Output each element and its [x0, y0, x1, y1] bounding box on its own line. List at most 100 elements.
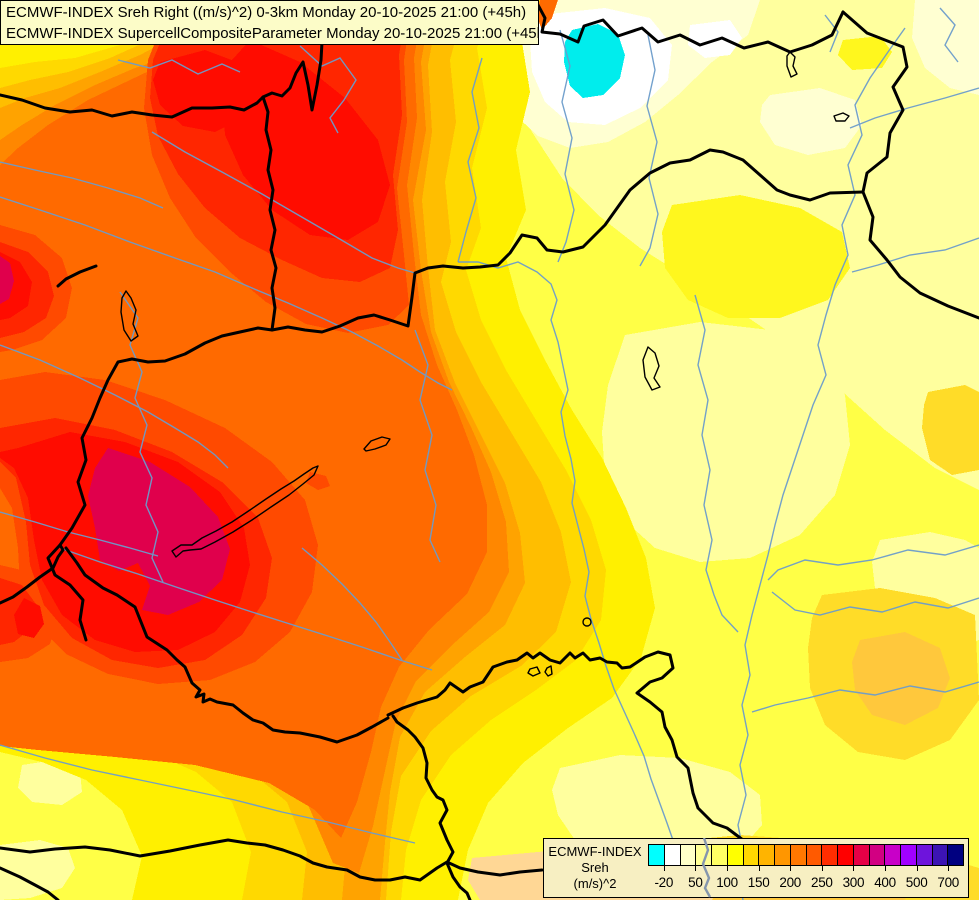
legend-tick-mark [853, 865, 855, 871]
legend-tick-label: 200 [779, 875, 801, 890]
legend-tick-label: -20 [654, 875, 674, 890]
contour-patch [0, 840, 75, 900]
river [299, 45, 357, 134]
river [0, 511, 159, 557]
river [117, 59, 241, 75]
legend-tick-mark [790, 865, 792, 871]
small-lake-outline [527, 666, 541, 677]
legend-color-cell [932, 845, 949, 865]
legend-tick-mark [695, 865, 697, 871]
legend-color-cell [759, 845, 775, 865]
border-line [270, 148, 865, 334]
contour-band [14, 598, 44, 638]
legend-color-cell [822, 845, 838, 865]
legend-color-cell [727, 845, 744, 865]
river [0, 161, 164, 209]
river [59, 547, 433, 671]
contour-band [222, 40, 390, 240]
river [767, 544, 979, 581]
border-line [841, 10, 979, 320]
legend-units-label: (m/s)^2 [573, 876, 617, 891]
river [851, 237, 979, 273]
contour-patch [852, 632, 950, 725]
legend-color-cell [869, 845, 886, 865]
border-line [0, 866, 60, 900]
river [849, 87, 979, 129]
legend-color-cell [885, 845, 901, 865]
country-borders [0, 3, 979, 900]
danube-river-overlay [701, 838, 712, 898]
small-lake-outline [582, 617, 592, 627]
legend-tick-label: 100 [716, 875, 738, 890]
legend-color-cell [790, 845, 807, 865]
legend-color-cell [948, 845, 963, 865]
legend-tick-label: 50 [688, 875, 703, 890]
legend-tick-mark [821, 865, 823, 871]
river [939, 7, 959, 63]
legend-tick-label: 700 [937, 875, 959, 890]
legend-tick-mark [948, 865, 950, 871]
contour-patch [536, 0, 558, 30]
map-title-line1: ECMWF-INDEX Sreh Right ((m/s)^2) 0-3km M… [6, 4, 527, 21]
small-lake-outline [786, 51, 798, 78]
contour-band [0, 256, 14, 304]
river [0, 744, 416, 844]
contour-patch [602, 322, 850, 562]
contour-patch [912, 0, 979, 95]
river [824, 14, 839, 53]
border-line [536, 3, 845, 54]
legend-tick-label: 400 [874, 875, 896, 890]
legend-colorbar [648, 844, 964, 866]
border-line [64, 546, 390, 744]
legend-tick-mark [885, 865, 886, 871]
river [694, 294, 739, 633]
border-line [391, 714, 472, 900]
small-lake-outline [544, 665, 553, 677]
river [751, 681, 979, 713]
river [151, 131, 416, 274]
legend-tick-mark [663, 865, 665, 871]
river [557, 29, 575, 263]
crimson-maximum-blob [88, 448, 230, 615]
border-line [386, 650, 752, 849]
map-title-box: ECMWF-INDEX Sreh Right ((m/s)^2) 0-3km M… [0, 0, 539, 45]
rivers [0, 7, 979, 900]
legend-color-cell [649, 845, 665, 865]
contour-patch [552, 755, 762, 865]
border-line [0, 543, 65, 605]
small-lake-outline [833, 112, 850, 122]
border-line [0, 40, 324, 119]
legend-color-cell [853, 845, 870, 865]
legend-color-cell [712, 845, 728, 865]
contour-patch [922, 385, 979, 475]
contour-band [153, 50, 250, 132]
river [414, 329, 441, 563]
river [301, 547, 403, 661]
map-title-line2: ECMWF-INDEX SupercellCompositeParameter … [6, 25, 539, 42]
river [0, 344, 229, 469]
border-line [261, 95, 278, 332]
lake-velence-outline [363, 436, 391, 452]
legend-parameter-label: Sreh [581, 860, 609, 875]
contour-patch [662, 195, 850, 318]
legend-color-cell [901, 845, 917, 865]
danube-river [458, 261, 675, 844]
legend-color-cell [680, 845, 697, 865]
border-line [56, 264, 98, 288]
legend-ticks: -20 50 100 150 200 250 300 400 500 700 [648, 871, 964, 893]
legend-box: ECMWF-INDEX Sreh (m/s)^2 -20 50 100 150 200 2… [543, 838, 969, 898]
border-line [46, 326, 274, 642]
legend-color-cell [664, 845, 681, 865]
lakes [120, 51, 850, 677]
legend-color-cell [806, 845, 823, 865]
legend-model-label: ECMWF-INDEX [548, 844, 642, 859]
legend-tick-label: 250 [810, 875, 833, 890]
contour-patch [760, 88, 862, 155]
river [771, 591, 979, 616]
legend-tick-mark [916, 865, 918, 871]
legend-tick-label: 150 [747, 875, 770, 890]
lake-balaton-outline [171, 465, 319, 558]
